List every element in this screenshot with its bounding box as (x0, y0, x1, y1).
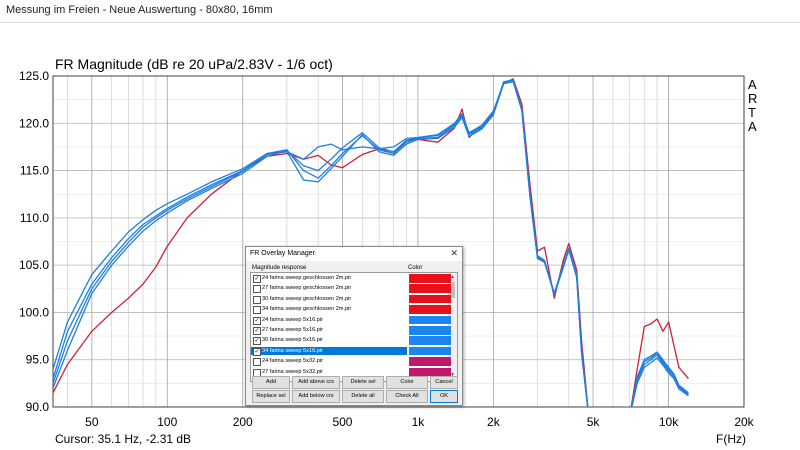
item-label: 27 farina sweep 5x16.pir (262, 327, 323, 333)
item-label: 34 farina sweep 5x16.pir (262, 347, 323, 354)
item-color-swatch[interactable] (409, 274, 451, 283)
window-title: Messung im Freien - Neue Auswertung - 80… (6, 4, 273, 16)
y-tick-label: 115.0 (20, 164, 49, 178)
item-label: 27 farina sweep geschlossen 2m.pir (262, 285, 352, 292)
arta-letter-a2: A (748, 119, 757, 134)
window-title-bar: Messung im Freien - Neue Auswertung - 80… (0, 0, 800, 23)
item-checkbox[interactable]: ✓ (253, 275, 261, 283)
list-item[interactable]: 27 farina sweep geschlossen 2m.pir (251, 284, 451, 294)
delete-selected-button[interactable]: Delete sel (342, 376, 384, 389)
list-item[interactable]: 27 farina sweep 5x32.pir (251, 367, 451, 377)
x-tick-label: 500 (332, 415, 352, 429)
item-color-swatch[interactable] (409, 284, 451, 293)
item-label: 27 farina sweep 5x32.pir (262, 368, 323, 375)
item-checkbox[interactable] (253, 358, 261, 367)
x-tick-label: 2k (487, 415, 501, 429)
add-above-cursor-button[interactable]: Add above crs (292, 376, 340, 389)
y-tick-label: 95.0 (26, 353, 50, 367)
list-item[interactable]: 24 farina sweep 5x32.pir (251, 357, 451, 367)
list-item[interactable]: ✓ 24 farina sweep geschlossen 2m.pir (251, 274, 451, 283)
item-color-swatch[interactable] (409, 326, 451, 335)
arta-letter-a1: A (748, 77, 757, 92)
item-color-swatch[interactable] (409, 305, 451, 314)
list-item[interactable]: ✓ 30 farina sweep 5x16.pir (251, 336, 451, 346)
x-tick-label: 100 (157, 415, 177, 429)
scroll-thumb[interactable] (450, 282, 455, 298)
add-button[interactable]: Add (252, 376, 290, 389)
item-checkbox[interactable]: ✓ (253, 337, 261, 346)
selection-highlight (251, 346, 407, 356)
list-item[interactable]: ✓ 34 farina sweep 5x16.pir (251, 346, 451, 356)
item-label: 34 farina sweep geschlossen 2m.pir (262, 306, 352, 313)
item-color-swatch[interactable] (409, 336, 451, 345)
x-axis-label: F(Hz) (716, 432, 746, 446)
x-tick-label: 20k (734, 415, 754, 429)
item-color-swatch[interactable] (409, 357, 451, 366)
add-below-cursor-button[interactable]: Add below crs (292, 390, 340, 403)
plot-frame (52, 75, 745, 408)
delete-all-button[interactable]: Delete all (342, 390, 384, 403)
item-checkbox[interactable] (253, 306, 261, 315)
dialog-title-bar[interactable]: FR Overlay Manager ✕ (246, 247, 462, 261)
cancel-button[interactable]: Cancel (430, 376, 458, 389)
list-item[interactable]: 30 farina sweep geschlossen 2m.pir (251, 294, 451, 304)
item-checkbox[interactable]: ✓ (253, 327, 261, 335)
item-checkbox[interactable] (253, 295, 261, 304)
series-line-5 (53, 80, 689, 407)
arta-letter-t: T (748, 105, 756, 120)
x-tick-label: 1k (412, 415, 426, 429)
scroll-up-icon[interactable]: ▲ (450, 274, 455, 280)
item-checkbox[interactable]: ✓ (253, 316, 261, 325)
close-icon[interactable]: ✕ (450, 248, 458, 258)
x-tick-label: 50 (85, 415, 99, 429)
dialog-title: FR Overlay Manager (250, 250, 315, 257)
replace-selected-button[interactable]: Replace sel (252, 390, 290, 403)
list-item[interactable]: ✓ 27 farina sweep 5x16.pir (251, 326, 451, 335)
chart-title: FR Magnitude (dB re 20 uPa/2.83V - 1/6 o… (55, 56, 333, 72)
overlay-list[interactable]: ▲ ▼ ✓ 24 farina sweep geschlossen 2m.pir 2… (250, 272, 458, 382)
x-tick-label: 10k (659, 415, 679, 429)
scroll-down-icon[interactable]: ▼ (450, 372, 455, 378)
arta-letter-r: R (748, 91, 758, 106)
y-tick-label: 90.0 (26, 400, 50, 414)
item-label: 24 farina sweep geschlossen 2m.pir (262, 275, 352, 281)
column-header-magnitude: Magnitude response (252, 265, 307, 271)
item-label: 30 farina sweep 5x16.pir (262, 337, 323, 344)
item-checkbox[interactable]: ✓ (253, 347, 261, 356)
fr-overlay-manager-dialog[interactable]: FR Overlay Manager ✕ Magnitude response … (245, 246, 463, 406)
x-tick-label: 5k (587, 415, 601, 429)
list-item[interactable]: 34 farina sweep geschlossen 2m.pir (251, 305, 451, 315)
column-header-color: Color (408, 265, 423, 271)
ok-button[interactable]: OK (430, 390, 458, 403)
y-tick-label: 105.0 (19, 258, 49, 272)
x-tick-label: 200 (233, 415, 253, 429)
item-color-swatch[interactable] (409, 315, 451, 325)
list-item[interactable]: ✓ 24 farina sweep 5x16.pir (251, 315, 451, 325)
item-color-swatch[interactable] (409, 367, 451, 377)
item-checkbox[interactable] (253, 285, 261, 294)
check-all-button[interactable]: Check All (386, 390, 428, 403)
item-color-swatch[interactable] (409, 294, 451, 304)
color-button[interactable]: Color (386, 376, 428, 389)
y-tick-label: 100.0 (19, 305, 49, 319)
y-tick-label: 110.0 (20, 211, 49, 225)
item-label: 24 farina sweep 5x16.pir (262, 316, 323, 323)
item-color-swatch[interactable] (409, 346, 451, 356)
item-label: 30 farina sweep geschlossen 2m.pir (262, 295, 352, 302)
y-tick-label: 125.0 (19, 69, 49, 83)
cursor-readout: Cursor: 35.1 Hz, -2.31 dB (55, 432, 192, 446)
item-label: 24 farina sweep 5x32.pir (262, 358, 323, 365)
y-tick-label: 120.0 (19, 116, 49, 130)
